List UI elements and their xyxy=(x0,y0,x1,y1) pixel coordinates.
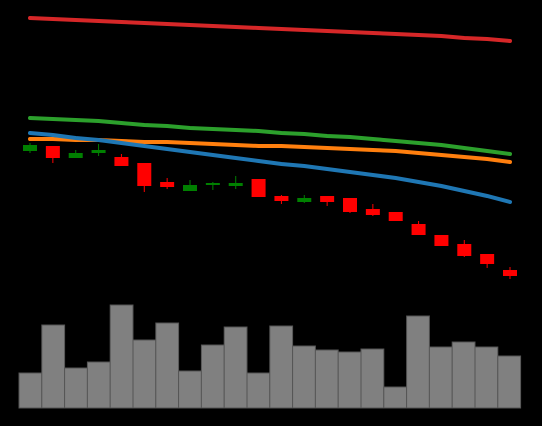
volume-bar xyxy=(200,344,225,409)
volume-bar xyxy=(360,348,385,409)
volume-bar xyxy=(314,349,339,409)
volume-bar xyxy=(269,325,294,409)
candle-body xyxy=(137,163,152,186)
ma-line xyxy=(28,16,512,43)
volume-bar xyxy=(292,345,316,409)
candle-body xyxy=(297,198,312,202)
volume-bar xyxy=(41,324,66,409)
volume-bar xyxy=(155,322,180,409)
candle-body xyxy=(68,153,83,158)
volume-bar xyxy=(86,361,111,409)
volume-bar xyxy=(18,372,43,409)
candle-body xyxy=(251,179,266,197)
volume-bar xyxy=(474,346,499,409)
volume-bar xyxy=(337,351,362,409)
candle-body xyxy=(411,224,426,235)
candle-body xyxy=(228,183,243,186)
volume-bar xyxy=(109,304,134,409)
volume-bar xyxy=(383,386,408,409)
volume-bar xyxy=(497,355,522,409)
candle-body xyxy=(388,212,403,221)
candle-body xyxy=(183,185,197,191)
candle-body xyxy=(160,182,175,187)
volume-bar xyxy=(178,370,202,409)
candle-body xyxy=(434,235,449,246)
ma-line xyxy=(28,131,512,204)
candle-body xyxy=(23,145,37,151)
candle-body xyxy=(503,270,517,276)
candle-body xyxy=(365,209,380,215)
volume-bar xyxy=(406,315,430,409)
volume-bar xyxy=(223,326,248,409)
candle-body xyxy=(274,196,289,201)
candle-body xyxy=(45,146,60,158)
volume-bar xyxy=(246,372,271,409)
candle-body xyxy=(457,244,472,256)
candle-body xyxy=(343,198,357,212)
candle-body xyxy=(205,183,220,185)
volume-bar xyxy=(64,367,88,409)
candle-body xyxy=(320,196,335,202)
candle-body xyxy=(114,157,129,166)
volume-bar xyxy=(451,341,476,409)
candle-body xyxy=(480,254,495,264)
candle-body xyxy=(91,150,106,153)
volume-bar xyxy=(132,339,157,409)
ma-line xyxy=(28,116,512,156)
volume-bar xyxy=(428,346,453,409)
